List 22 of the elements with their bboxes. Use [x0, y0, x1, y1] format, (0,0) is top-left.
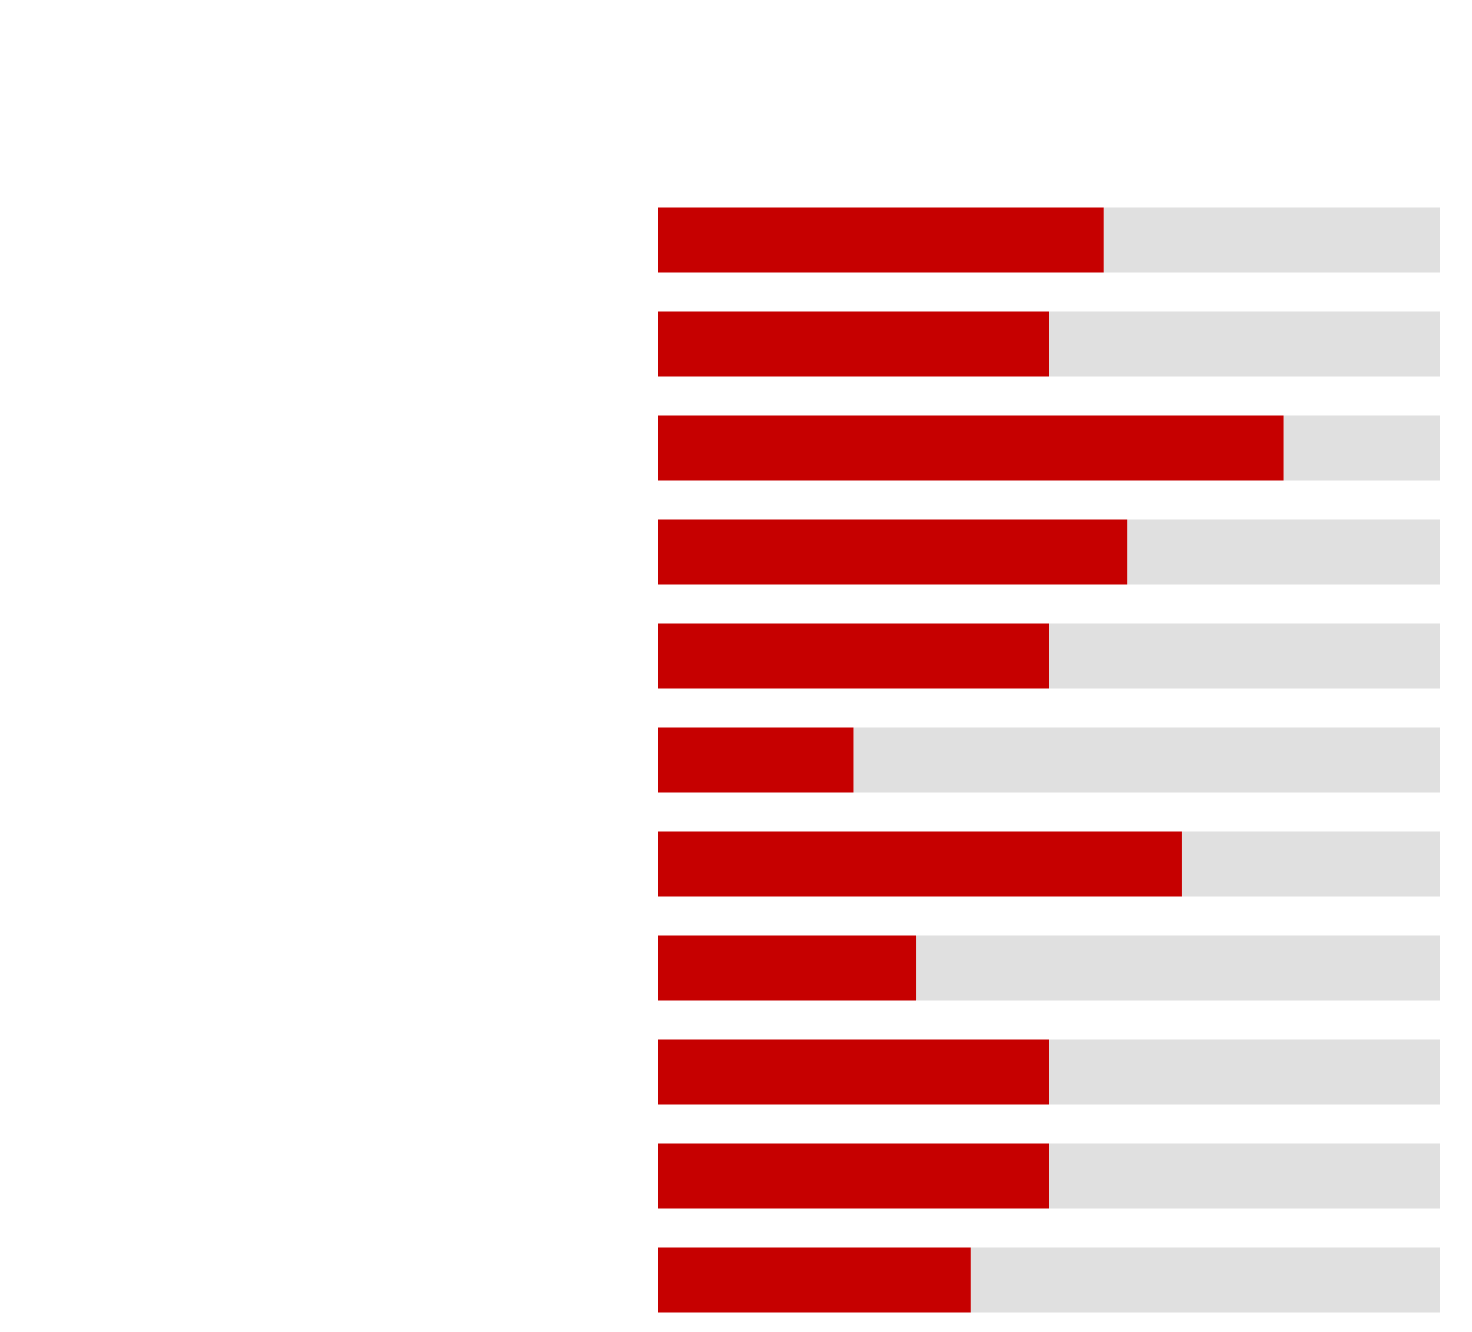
- bar: [658, 623, 1049, 689]
- bar: [970, 1247, 1440, 1313]
- bar: [658, 727, 854, 793]
- bar: [658, 207, 1104, 273]
- bar: [1283, 415, 1440, 481]
- bar: [1049, 1143, 1440, 1209]
- bar: [1049, 311, 1440, 377]
- bar: [1181, 831, 1440, 897]
- bar: [1049, 623, 1440, 689]
- bar: [658, 935, 917, 1001]
- bar: [658, 1247, 971, 1313]
- bar: [658, 415, 1284, 481]
- bar: [853, 727, 1440, 793]
- bar: [1049, 1039, 1440, 1105]
- bar: [916, 935, 1440, 1001]
- bar: [1103, 207, 1440, 273]
- bar: [1127, 519, 1440, 585]
- bar: [658, 1039, 1049, 1105]
- bar: [658, 311, 1049, 377]
- bar: [658, 1143, 1049, 1209]
- bar: [658, 831, 1182, 897]
- bar: [658, 519, 1128, 585]
